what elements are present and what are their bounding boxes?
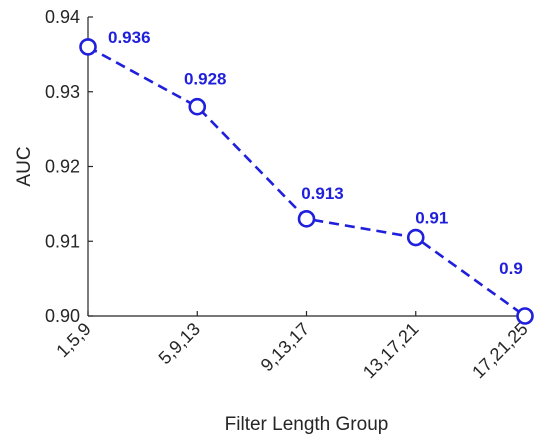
series-line — [87, 45, 526, 318]
y-tick-label: 0.93 — [45, 82, 80, 102]
x-tick-label: 9,13,17 — [257, 319, 314, 376]
data-points — [79, 38, 534, 325]
data-point — [406, 228, 425, 247]
data-label: 0.9 — [499, 259, 523, 278]
x-ticks: 1,5,9 5,9,13 9,13,17 13,17,21 17,21,25 — [52, 311, 532, 383]
data-point — [516, 307, 534, 325]
x-axis-title: Filter Length Group — [225, 414, 389, 435]
y-ticks: 0.90 0.91 0.92 0.93 0.94 — [45, 7, 93, 326]
x-tick-label: 17,21,25 — [468, 319, 532, 383]
data-labels: 0.936 0.928 0.913 0.91 0.9 — [108, 28, 523, 278]
data-label: 0.91 — [415, 209, 448, 228]
y-tick-label: 0.92 — [45, 157, 80, 177]
axes — [87, 17, 525, 317]
data-point — [297, 210, 316, 228]
data-label: 0.913 — [301, 184, 344, 203]
data-label: 0.936 — [108, 28, 151, 47]
x-tick-label: 13,17,21 — [359, 319, 423, 383]
y-tick-label: 0.90 — [45, 306, 80, 326]
y-tick-label: 0.91 — [45, 231, 80, 251]
data-point — [79, 38, 97, 56]
x-tick-label: 5,9,13 — [155, 319, 205, 369]
data-label: 0.928 — [184, 70, 227, 89]
y-axis-title: AUC — [14, 146, 35, 186]
data-point — [188, 97, 207, 116]
y-tick-label: 0.94 — [45, 7, 80, 27]
